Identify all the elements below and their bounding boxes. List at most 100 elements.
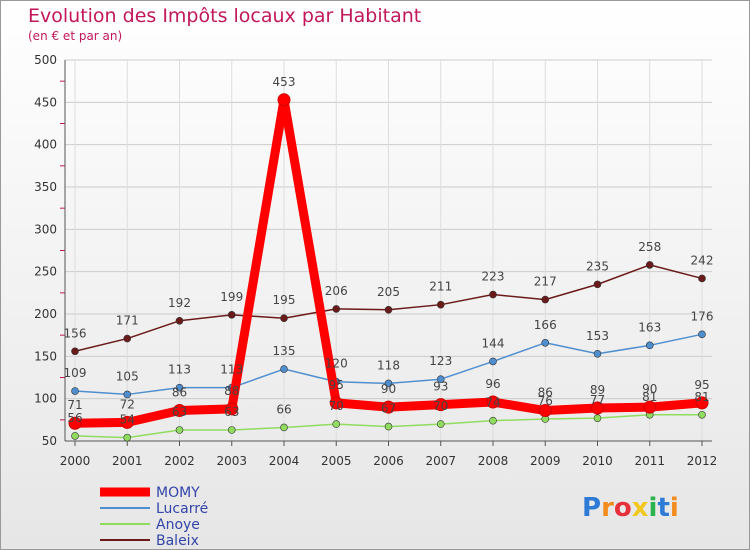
- data-point-lucarré: [593, 349, 602, 358]
- data-point-lucarré: [698, 330, 706, 339]
- data-point-anoye: [71, 432, 79, 440]
- data-point-anoye: [489, 416, 497, 425]
- data-label-anoye: 70: [433, 399, 448, 413]
- data-label-lucarré: 113: [168, 363, 191, 377]
- x-tick-label: 2001: [112, 454, 143, 468]
- y-tick-label: 100: [34, 392, 57, 406]
- data-label-anoye: 77: [590, 393, 605, 407]
- x-tick-label: 2000: [60, 454, 91, 468]
- data-label-lucarré: 120: [325, 357, 348, 371]
- data-label-lucarré: 166: [534, 318, 557, 332]
- data-point-baleix: [384, 305, 393, 314]
- data-point-baleix: [436, 300, 445, 309]
- data-point-lucarré: [436, 375, 445, 383]
- data-label-lucarré: 144: [482, 336, 505, 350]
- data-label-anoye: 56: [67, 411, 82, 425]
- x-tick-label: 2007: [425, 454, 456, 468]
- data-point-momy: [434, 398, 448, 412]
- data-label-anoye: 81: [642, 390, 657, 404]
- data-labels-layer: 71 72 86 88 453 95 90 93 96 86 89 90 95 109 105 113 113 1…: [64, 75, 714, 427]
- data-point-lucarré: [645, 341, 654, 350]
- data-point-anoye: [227, 426, 236, 434]
- data-label-baleix: 223: [482, 270, 505, 284]
- y-tick-label: 50: [42, 434, 57, 448]
- data-point-baleix: [645, 261, 654, 269]
- data-label-baleix: 206: [325, 284, 348, 298]
- data-label-lucarré: 118: [377, 358, 400, 372]
- data-label-baleix: 171: [116, 314, 139, 328]
- data-label-lucarré: 176: [691, 309, 714, 323]
- data-point-lucarré: [280, 365, 288, 373]
- data-label-momy: 86: [172, 386, 187, 400]
- data-point-baleix: [123, 334, 132, 343]
- y-tick-label: 200: [34, 307, 57, 321]
- data-label-momy: 90: [381, 382, 396, 396]
- data-point-momy: [277, 93, 291, 107]
- data-label-momy: 95: [694, 378, 709, 392]
- y-tick-label: 500: [34, 53, 57, 67]
- data-label-anoye: 63: [172, 405, 187, 419]
- data-label-baleix: 156: [64, 326, 87, 340]
- data-point-baleix: [698, 274, 706, 283]
- data-label-baleix: 211: [429, 280, 452, 294]
- data-point-momy: [329, 396, 343, 410]
- data-point-lucarré: [71, 387, 79, 395]
- data-point-lucarré: [541, 338, 550, 347]
- data-point-baleix: [227, 311, 236, 319]
- y-tick-label: 400: [34, 138, 57, 152]
- data-label-baleix: 192: [168, 296, 191, 310]
- chart-title: Evolution des Impôts locaux par Habitant: [28, 5, 421, 27]
- data-label-momy: 453: [273, 75, 296, 89]
- data-label-baleix: 258: [638, 240, 661, 254]
- data-label-momy: 93: [433, 380, 448, 394]
- logo-letter: t: [657, 493, 669, 523]
- data-label-lucarré: 135: [273, 344, 296, 358]
- logo-letter: i: [649, 493, 658, 523]
- x-tick-label: 2011: [634, 454, 665, 468]
- y-tick-label: 250: [34, 265, 57, 279]
- legend-label-baleix: Baleix: [156, 533, 199, 549]
- data-point-baleix: [280, 314, 288, 323]
- data-label-momy: 71: [67, 398, 82, 412]
- data-label-momy: 96: [485, 377, 500, 391]
- data-point-lucarré: [384, 379, 393, 388]
- data-label-baleix: 242: [691, 253, 714, 267]
- data-point-anoye: [332, 420, 341, 428]
- data-label-anoye: 70: [329, 399, 344, 413]
- data-point-anoye: [593, 414, 602, 422]
- logo-letter: o: [614, 493, 632, 523]
- x-tick-label: 2009: [530, 454, 561, 468]
- y-tick-label: 450: [34, 95, 57, 109]
- data-point-baleix: [593, 280, 602, 289]
- data-point-anoye: [436, 420, 445, 428]
- data-point-momy: [120, 415, 134, 429]
- data-label-momy: 90: [642, 382, 657, 396]
- data-label-baleix: 217: [534, 275, 557, 289]
- data-point-momy: [382, 400, 395, 414]
- data-label-baleix: 235: [586, 259, 609, 273]
- data-label-baleix: 195: [273, 293, 296, 307]
- data-label-lucarré: 109: [64, 366, 87, 380]
- series-layer: [68, 93, 709, 442]
- data-point-baleix: [541, 295, 550, 304]
- data-point-momy: [538, 404, 552, 418]
- data-label-momy: 86: [538, 386, 553, 400]
- data-point-baleix: [175, 316, 184, 325]
- data-point-momy: [591, 401, 604, 415]
- data-point-anoye: [698, 410, 706, 419]
- logo-letter: r: [601, 493, 614, 523]
- logo-letter: x: [632, 493, 649, 523]
- x-tick-label: 2004: [269, 454, 300, 468]
- y-tick-label: 350: [34, 180, 57, 194]
- x-tick-label: 2012: [687, 454, 718, 468]
- data-label-momy: 72: [120, 397, 135, 411]
- legend-label-anoye: Anoye: [156, 517, 200, 533]
- data-label-anoye: 54: [120, 413, 135, 427]
- data-label-baleix: 205: [377, 285, 400, 299]
- data-point-lucarré: [175, 383, 184, 392]
- data-point-lucarré: [123, 390, 132, 399]
- x-tick-label: 2005: [321, 454, 352, 468]
- proxiti-logo: Proxiti: [582, 493, 679, 523]
- data-label-anoye: 74: [485, 396, 500, 410]
